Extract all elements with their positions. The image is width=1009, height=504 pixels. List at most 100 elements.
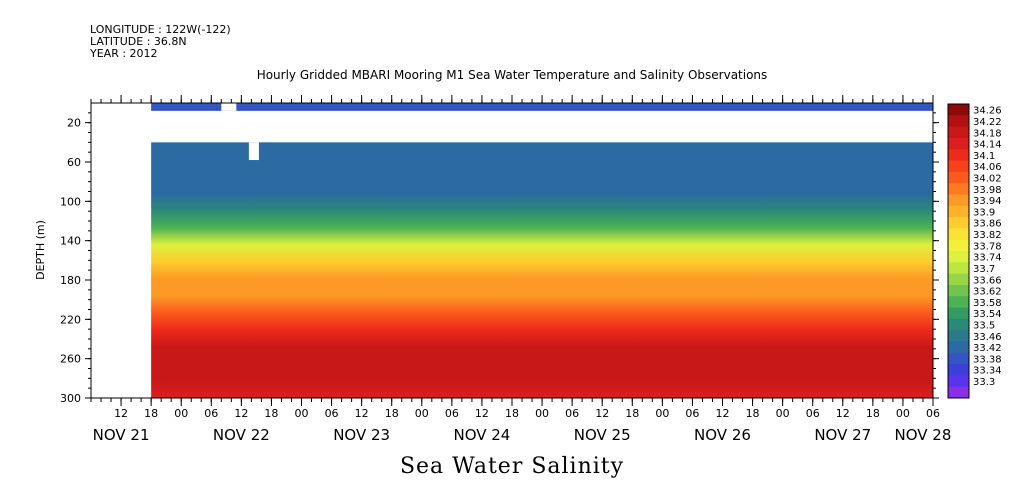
colorbar-swatch: [948, 183, 969, 195]
colorbar: 34.2634.2234.1834.1434.134.0634.0233.983…: [947, 103, 1002, 399]
x-hour-label: 12: [716, 407, 730, 420]
colorbar-swatch: [948, 171, 969, 184]
colorbar-label: 34.1: [973, 151, 995, 162]
x-day-label: NOV 22: [213, 426, 270, 444]
colorbar-swatch: [948, 149, 969, 162]
colorbar-label: 33.74: [973, 253, 1002, 264]
colorbar-swatch: [948, 104, 969, 116]
y-tick-label: 60: [67, 156, 81, 169]
colorbar-swatch: [948, 273, 969, 286]
x-hour-label: 06: [325, 407, 339, 420]
chart-title: Hourly Gridded MBARI Mooring M1 Sea Wate…: [256, 68, 768, 82]
colorbar-label: 33.78: [973, 241, 1002, 252]
y-tick-label: 300: [60, 392, 81, 405]
colorbar-swatch: [948, 137, 969, 150]
colorbar-swatch: [948, 307, 969, 320]
colorbar-label: 34.26: [973, 106, 1002, 117]
x-hour-label: 06: [204, 407, 218, 420]
colorbar-swatch: [948, 194, 969, 207]
y-tick-label: 180: [60, 274, 81, 287]
x-hour-label: 00: [776, 407, 790, 420]
colorbar-swatch: [948, 126, 969, 139]
subsurface-data-gap: [248, 142, 259, 161]
x-hour-label: 00: [655, 407, 669, 420]
y-tick-label: 260: [60, 353, 81, 366]
colorbar-label: 33.54: [973, 309, 1002, 320]
colorbar-swatch: [948, 375, 969, 388]
x-hour-label: 00: [415, 407, 429, 420]
colorbar-swatch: [948, 239, 969, 252]
colorbar-frame: [947, 103, 970, 399]
colorbar-swatch: [948, 262, 969, 275]
colorbar-swatch: [948, 296, 969, 309]
colorbar-label: 33.86: [973, 219, 1002, 230]
colorbar-swatch: [948, 115, 969, 128]
colorbar-label: 34.18: [973, 128, 1002, 139]
colorbar-label: 33.82: [973, 230, 1002, 241]
colorbar-label: 34.02: [973, 174, 1002, 185]
x-day-label: NOV 27: [814, 426, 871, 444]
colorbar-label: 33.62: [973, 287, 1002, 298]
colorbar-swatch: [948, 352, 969, 365]
x-hour-label: 00: [295, 407, 309, 420]
colorbar-swatch: [948, 217, 969, 229]
y-tick-label: 20: [67, 117, 81, 130]
x-hour-label: 12: [114, 407, 128, 420]
axes: 20 60 100 140 180 220 260 300 12 18 00 06 12 18 00 06 12…: [60, 95, 951, 444]
longitude-label: LONGITUDE : 122W(-122): [90, 23, 231, 36]
colorbar-label: 33.98: [973, 185, 1002, 196]
colorbar-swatch: [948, 205, 969, 218]
colorbar-swatch: [948, 341, 969, 354]
colorbar-swatch: [948, 284, 969, 297]
x-hour-label: 18: [746, 407, 760, 420]
colorbar-swatch: [948, 318, 969, 331]
x-day-label: NOV 23: [333, 426, 390, 444]
plot-area: [90, 102, 934, 399]
variable-title: Sea Water Salinity: [399, 454, 625, 479]
colorbar-label: 33.34: [973, 366, 1002, 377]
x-day-label: NOV 24: [453, 426, 510, 444]
y-tick-label: 220: [60, 313, 81, 326]
colorbar-swatch: [948, 386, 969, 399]
colorbar-label: 33.5: [973, 321, 995, 332]
x-hour-label: 06: [926, 407, 940, 420]
x-day-label: NOV 21: [93, 426, 150, 444]
colorbar-swatch: [948, 330, 969, 342]
x-hour-label: 00: [535, 407, 549, 420]
x-hour-label: 06: [565, 407, 579, 420]
colorbar-label: 33.3: [973, 377, 995, 388]
x-hour-label: 06: [806, 407, 820, 420]
x-hour-label: 18: [264, 407, 278, 420]
colorbar-label: 33.46: [973, 332, 1002, 343]
colorbar-label: 34.22: [973, 117, 1002, 128]
x-hour-label: 18: [625, 407, 639, 420]
colorbar-label: 33.38: [973, 354, 1002, 365]
colorbar-label: 33.94: [973, 196, 1002, 207]
colorbar-label: 33.9: [973, 207, 995, 218]
colorbar-label: 34.06: [973, 162, 1002, 173]
y-tick-label: 140: [60, 235, 81, 248]
x-hour-label: 00: [896, 407, 910, 420]
y-axis-label: DEPTH (m): [34, 220, 47, 280]
colorbar-swatch: [948, 228, 969, 241]
x-hour-label: 18: [144, 407, 158, 420]
x-hour-label: 06: [445, 407, 459, 420]
x-day-label: NOV 28: [895, 426, 952, 444]
x-hour-label: 12: [475, 407, 489, 420]
colorbar-label: 33.7: [973, 264, 995, 275]
colorbar-label: 34.14: [973, 140, 1002, 151]
x-hour-label: 18: [866, 407, 880, 420]
colorbar-label: 33.66: [973, 275, 1002, 286]
colorbar-swatch: [948, 364, 969, 376]
x-day-label: NOV 25: [574, 426, 631, 444]
year-label: YEAR : 2012: [90, 47, 158, 60]
x-day-label: NOV 26: [694, 426, 751, 444]
x-hour-label: 12: [355, 407, 369, 420]
latitude-label: LATITUDE : 36.8N: [90, 35, 187, 48]
colorbar-label: 33.42: [973, 343, 1002, 354]
x-hour-label: 00: [174, 407, 188, 420]
colorbar-swatch: [948, 160, 969, 173]
y-tick-label: 100: [60, 195, 81, 208]
